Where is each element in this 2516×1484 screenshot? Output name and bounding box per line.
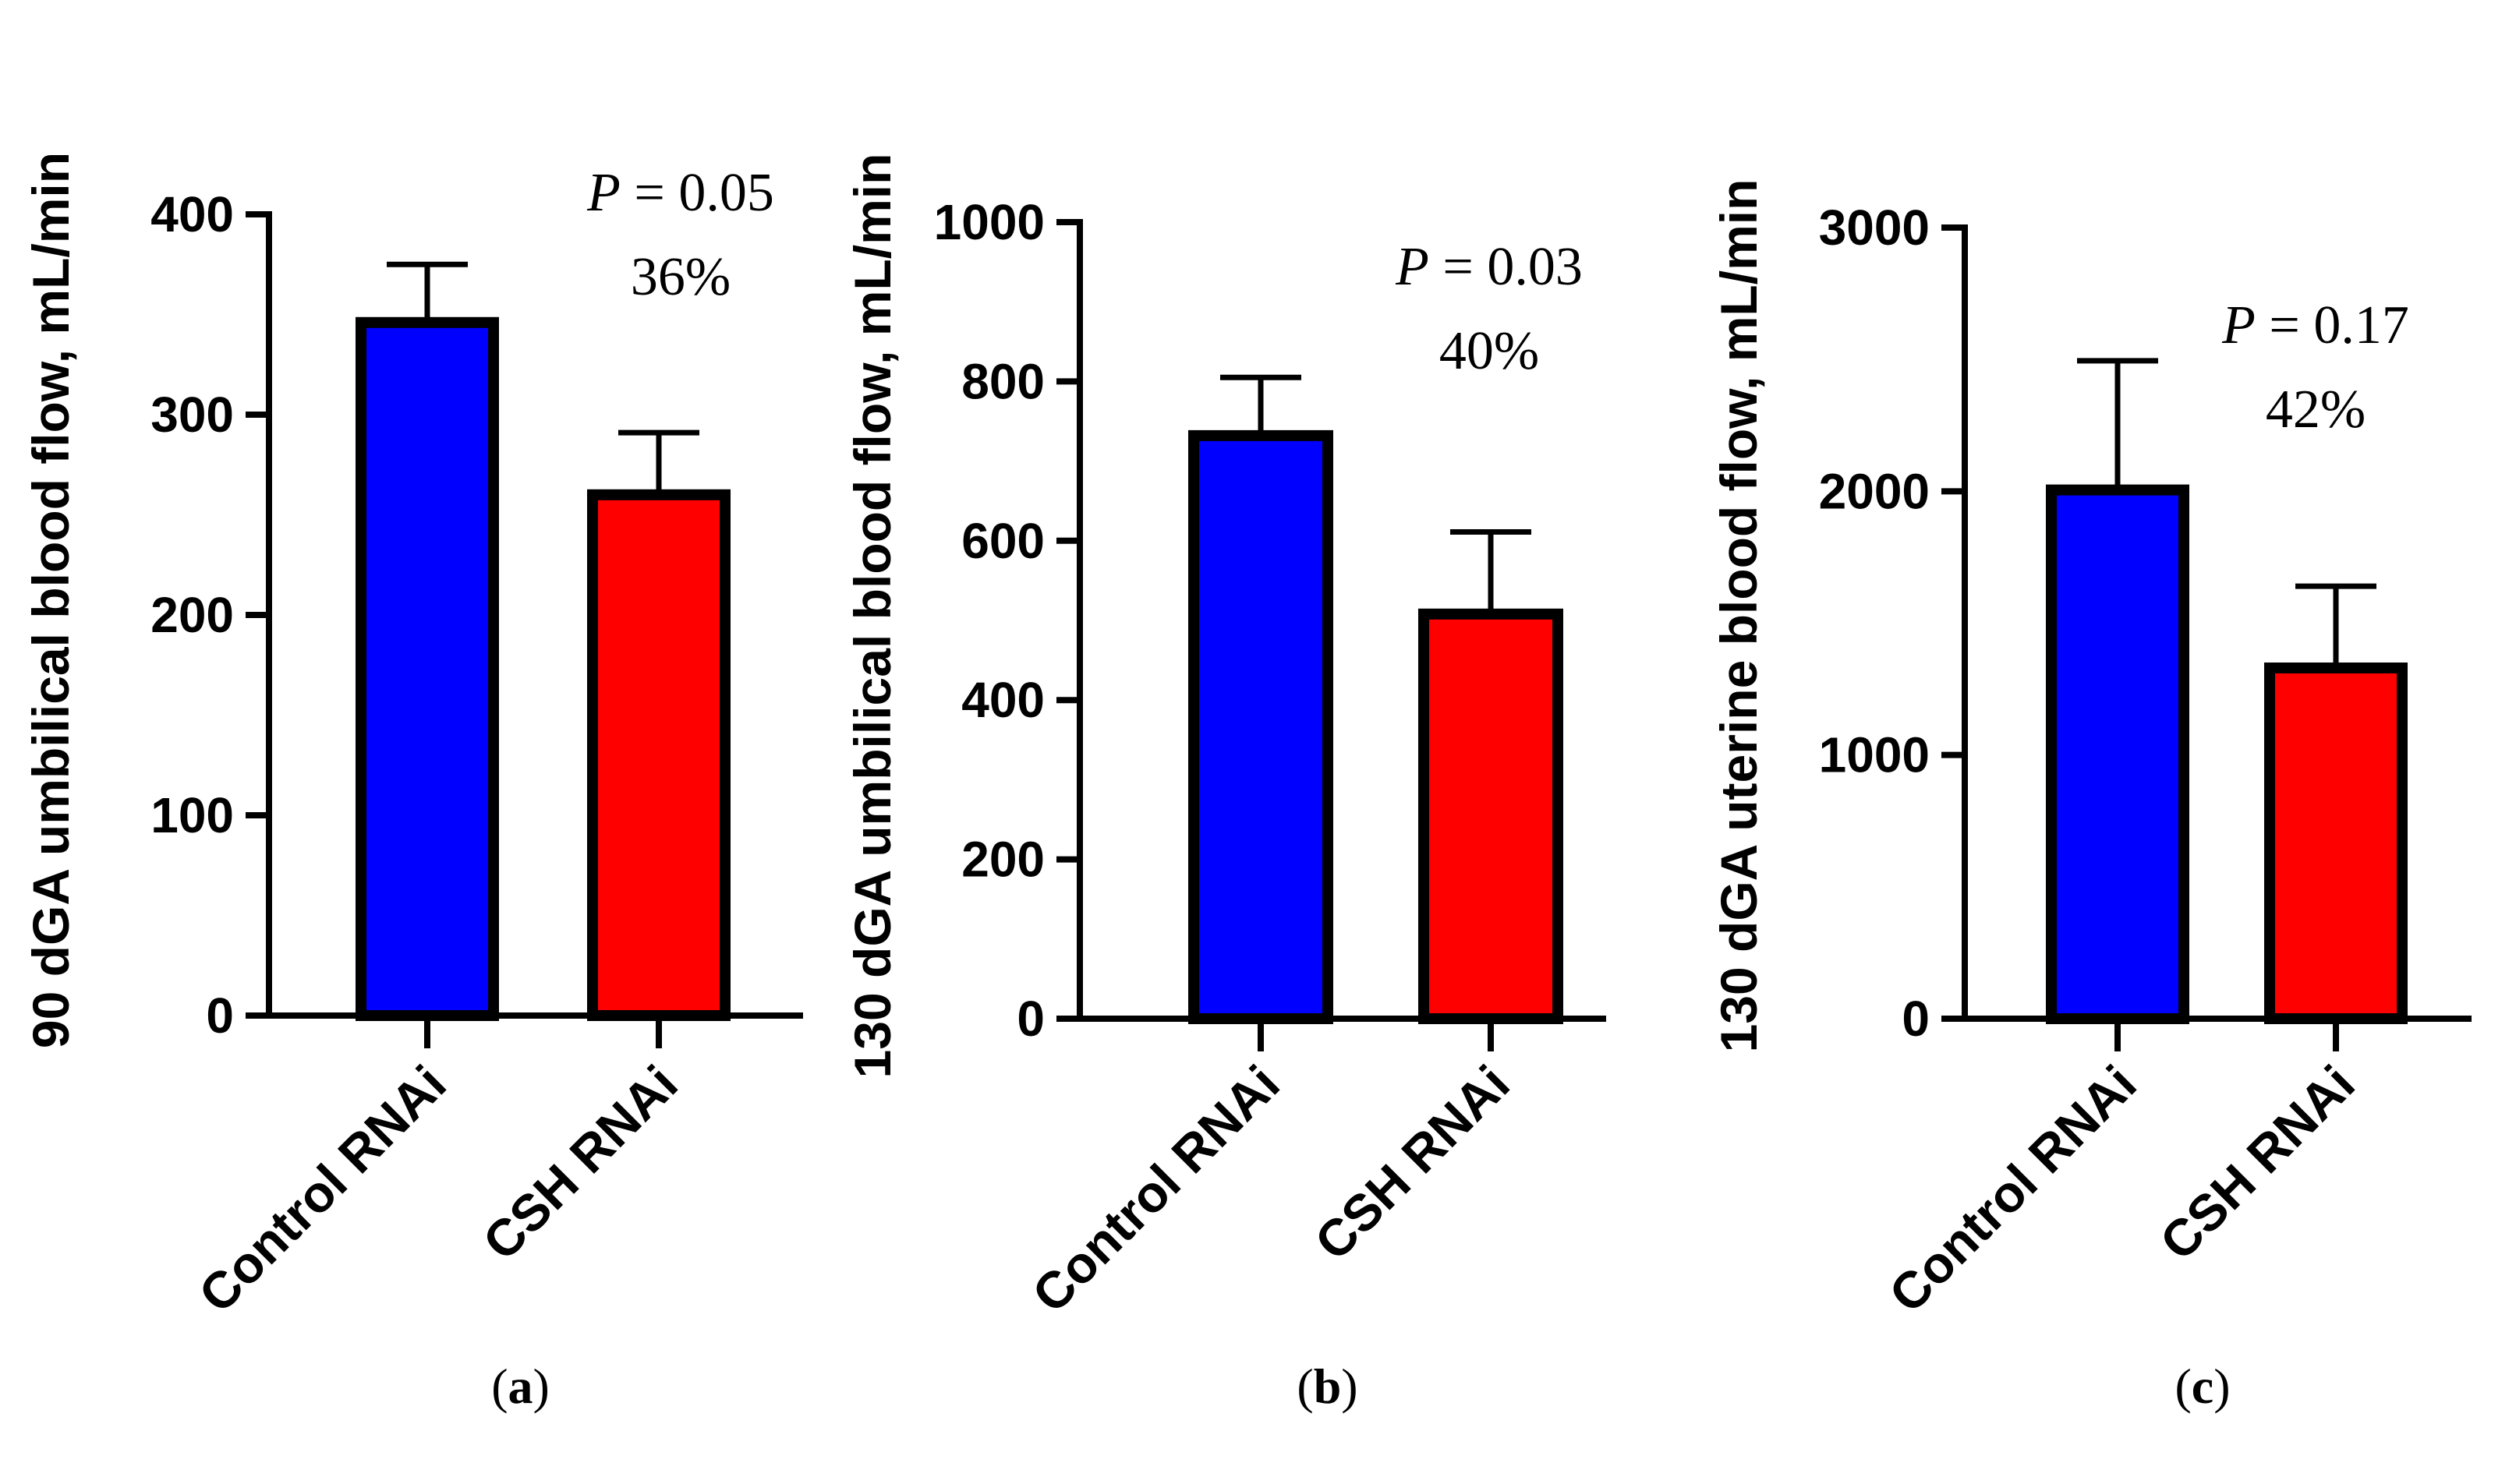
y-axis-title: 130 dGA umbilical blood flow, mL/min [844,154,901,1079]
bar-control-rnai [356,316,499,1021]
y-tick-label: 400 [150,186,234,242]
panel-label: (b) [1297,1359,1357,1414]
y-tick-label: 2000 [1819,463,1930,519]
y-tick-label: 300 [150,387,234,443]
y-tick-label: 0 [1902,991,1930,1047]
chart-panel-c: 130 dGA uterine blood flow, mL/min 0 1000 2… [1710,179,2472,1414]
y-tick-label: 0 [206,988,234,1044]
bar-control-rnai [2046,484,2189,1024]
y-tick-label: 200 [961,832,1045,888]
bar-csh-rnai [2264,662,2408,1024]
y-tick-label: 1000 [934,194,1045,250]
percent-annotation: 42% [2266,380,2366,440]
bar-csh-rnai [587,489,731,1021]
y-tick-label: 400 [961,672,1045,728]
percent-annotation: 36% [631,247,731,307]
y-tick-label: 1000 [1819,727,1930,783]
p-value-annotation: P = 0.17 [2221,295,2409,355]
p-value-annotation: P = 0.05 [586,163,774,223]
y-axis-title: 130 dGA uterine blood flow, mL/min [1710,179,1768,1053]
percent-annotation: 40% [1439,321,1539,381]
bar-csh-rnai [1418,608,1563,1024]
p-value-annotation: P = 0.03 [1395,237,1583,297]
panel-label: (a) [491,1359,550,1414]
bar-control-rnai [1188,429,1333,1024]
y-tick-label: 800 [961,353,1045,409]
y-axis-title: 90 dGA umbilical blood flow, mL/min [22,152,80,1048]
y-tick-label: 0 [1017,991,1045,1047]
panel-label: (c) [2175,1359,2230,1414]
y-tick-label: 200 [150,587,234,643]
y-tick-label: 3000 [1819,200,1930,256]
y-tick-label: 100 [150,787,234,843]
y-tick-label: 600 [961,513,1045,569]
